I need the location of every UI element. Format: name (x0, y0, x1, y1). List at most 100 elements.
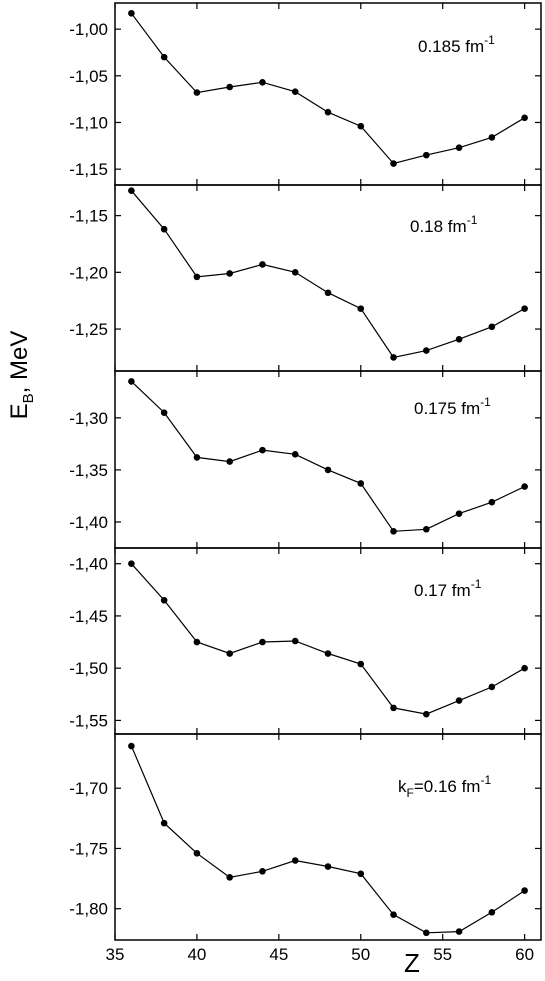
y-axis-title-subscript: B (20, 393, 37, 403)
data-point (128, 187, 135, 194)
data-point (193, 849, 201, 857)
data-point (291, 269, 299, 276)
data-point (488, 908, 496, 916)
y-tick-label: -1,70 (69, 779, 108, 798)
data-point (291, 450, 299, 458)
x-tick-label: 35 (106, 945, 125, 964)
y-tick-label: -1,45 (69, 607, 108, 626)
series-line (130, 12, 525, 165)
panel-frame (114, 2, 542, 186)
data-point (488, 498, 496, 506)
panel-frame (114, 547, 542, 735)
data-point (455, 697, 463, 704)
y-tick-label: -1,55 (69, 711, 108, 730)
x-tick-label: 40 (187, 945, 206, 964)
y-tick-label: -1,15 (69, 207, 108, 226)
panel-frame (114, 370, 542, 549)
data-point (160, 819, 168, 827)
data-point (390, 160, 397, 167)
y-tick-label: -1,40 (69, 555, 108, 574)
data-point (128, 742, 135, 750)
y-tick-label: -1,80 (69, 900, 108, 919)
panel-2: -1,25 -1,20 -1,15 0.18 fm-1 (69, 184, 542, 372)
data-point (291, 88, 299, 95)
data-point (193, 454, 201, 461)
data-point (423, 929, 430, 937)
data-point (423, 347, 430, 354)
data-point (390, 528, 397, 535)
chart-panels: -1,15 -1,10 -1,05 -1,00 0.185 fm-1 -1,25 -1,20… (69, 2, 542, 941)
y-tick-label: -1,40 (69, 513, 108, 532)
data-point (455, 335, 463, 343)
data-point (488, 323, 496, 331)
x-tick-label: 55 (433, 945, 452, 964)
y-tick-label: -1,15 (69, 160, 108, 179)
data-point (423, 525, 430, 533)
y-axis-title-symbol: E (6, 403, 33, 419)
data-point (357, 480, 365, 487)
data-point (423, 710, 430, 718)
data-point (390, 354, 397, 361)
y-axis-title: EB, MeV (6, 331, 37, 420)
data-point (324, 650, 332, 657)
panel-5: -1,80 -1,75 -1,70 kF=0.16 fm-1 (69, 733, 542, 941)
data-point (259, 638, 266, 646)
series-line (130, 745, 525, 934)
data-point (521, 483, 528, 490)
data-point (291, 637, 299, 645)
data-point (226, 458, 233, 465)
data-point (160, 53, 168, 61)
data-point (226, 874, 233, 881)
y-tick-label: -1,75 (69, 839, 108, 858)
y-tick-label: -1,00 (69, 20, 108, 39)
y-tick-label: -1,25 (69, 320, 108, 339)
data-point (128, 9, 135, 17)
y-axis-title-unit: , MeV (6, 331, 33, 394)
data-point (324, 466, 332, 474)
y-tick-label: -1,30 (69, 409, 108, 428)
x-tick-label: 45 (269, 945, 288, 964)
data-point (160, 225, 168, 233)
panel-label: kF=0.16 fm-1 (398, 773, 491, 800)
x-axis: 35 40 45 50 55 60 (106, 945, 535, 964)
data-point (488, 134, 496, 141)
data-point (390, 911, 397, 919)
panel-frame (114, 733, 542, 941)
data-point (259, 446, 266, 454)
data-point (488, 683, 496, 691)
panel-1: -1,15 -1,10 -1,05 -1,00 0.185 fm-1 (69, 2, 542, 186)
x-tick-label: 60 (515, 945, 534, 964)
data-point (357, 122, 365, 130)
panel-label: 0.17 fm-1 (414, 577, 482, 600)
panel-label: 0.185 fm-1 (418, 33, 495, 56)
panel-label: 0.175 fm-1 (414, 395, 491, 418)
data-point (455, 510, 463, 517)
data-point (521, 114, 528, 122)
data-point (128, 560, 135, 567)
data-point (324, 108, 332, 116)
data-point (193, 638, 201, 646)
data-point (521, 887, 528, 894)
data-point (193, 89, 201, 96)
x-tick-label: 50 (351, 945, 370, 964)
data-point (423, 151, 430, 159)
data-point (357, 305, 365, 312)
y-tick-label: -1,05 (69, 67, 108, 86)
data-point (521, 664, 528, 672)
x-axis-title: Z (404, 948, 420, 978)
data-point (455, 144, 463, 151)
series-line (130, 190, 525, 359)
data-point (324, 289, 332, 297)
y-tick-label: -1,20 (69, 263, 108, 282)
y-tick-label: -1,10 (69, 113, 108, 132)
data-point (128, 378, 135, 385)
y-tick-label: -1,35 (69, 461, 108, 480)
data-point (259, 868, 266, 875)
data-point (226, 270, 233, 277)
data-point (357, 660, 365, 668)
data-point (259, 79, 266, 86)
data-point (226, 650, 233, 657)
panel-4: -1,55 -1,50 -1,45 -1,40 0.17 fm-1 (69, 547, 542, 735)
panel-3: -1,40 -1,35 -1,30 0.175 fm-1 (69, 370, 542, 549)
